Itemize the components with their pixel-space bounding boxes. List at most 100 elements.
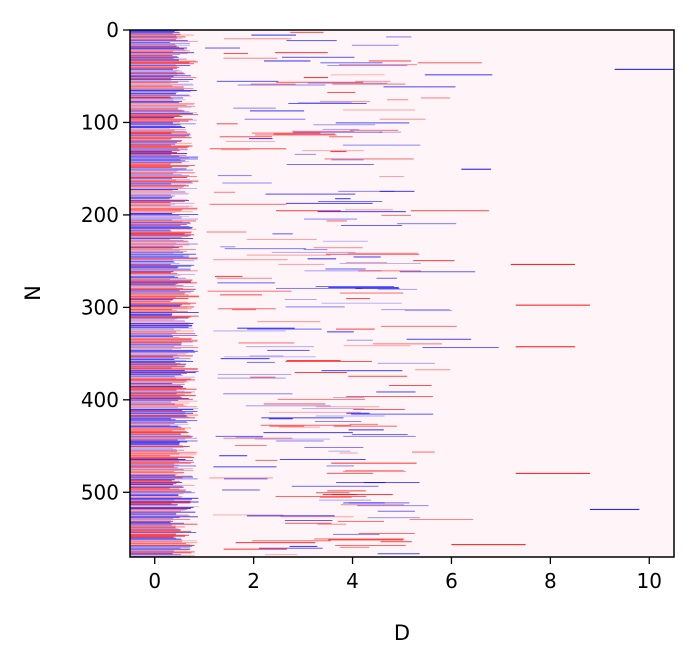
heatmap-cell bbox=[130, 430, 173, 432]
heatmap-cell bbox=[245, 405, 331, 407]
heatmap-cell bbox=[130, 354, 178, 356]
heatmap-cell bbox=[217, 282, 275, 284]
y-tick-label: 400 bbox=[81, 388, 119, 412]
heatmap-cell bbox=[264, 60, 311, 62]
heatmap-cell bbox=[130, 53, 188, 55]
heatmap-cell bbox=[286, 40, 337, 42]
heatmap-cell bbox=[130, 77, 197, 79]
heatmap-cell bbox=[130, 239, 184, 241]
heatmap-cell bbox=[130, 544, 190, 545]
heatmap-cell bbox=[130, 127, 186, 128]
heatmap-cell bbox=[130, 226, 190, 227]
heatmap-cell bbox=[345, 209, 393, 211]
heatmap-cell bbox=[130, 252, 174, 254]
heatmap-cell bbox=[130, 128, 186, 130]
heatmap-cell bbox=[589, 508, 640, 511]
heatmap-cell bbox=[130, 161, 190, 163]
heatmap-cell bbox=[130, 306, 195, 308]
heatmap-cell bbox=[130, 388, 197, 390]
heatmap-cell bbox=[130, 320, 185, 322]
heatmap-cell bbox=[130, 432, 189, 434]
heatmap-cell bbox=[130, 445, 183, 447]
heatmap-cell bbox=[130, 362, 181, 364]
heatmap-cell bbox=[130, 365, 186, 367]
heatmap-cell bbox=[130, 336, 180, 338]
heatmap-cell bbox=[130, 213, 173, 214]
heatmap-cell bbox=[263, 432, 353, 434]
heatmap-cell bbox=[339, 452, 358, 454]
y-tick-label: 100 bbox=[81, 110, 119, 134]
heatmap-cell bbox=[286, 360, 341, 361]
heatmap-cell bbox=[342, 144, 421, 146]
heatmap-cell bbox=[130, 156, 199, 158]
heatmap-cell bbox=[130, 404, 184, 406]
heatmap-cell bbox=[130, 173, 173, 175]
heatmap-cell bbox=[130, 377, 177, 379]
heatmap-cell bbox=[130, 332, 177, 334]
heatmap-cell bbox=[286, 164, 374, 165]
heatmap-cell bbox=[318, 201, 383, 202]
heatmap-cell bbox=[130, 382, 185, 384]
heatmap-cell bbox=[130, 351, 196, 353]
heatmap-cell bbox=[130, 508, 188, 510]
heatmap-cell bbox=[234, 445, 267, 447]
heatmap-cell bbox=[130, 230, 172, 232]
heatmap-cell bbox=[381, 325, 457, 327]
heatmap-cell bbox=[217, 377, 286, 379]
heatmap-cell bbox=[335, 328, 375, 330]
heatmap-cell bbox=[209, 477, 273, 479]
heatmap-cell bbox=[330, 74, 385, 76]
heatmap-cell bbox=[130, 331, 176, 333]
heatmap-cell bbox=[130, 104, 187, 106]
heatmap-cell bbox=[130, 480, 172, 482]
heatmap-cell bbox=[130, 103, 195, 104]
heatmap-cell bbox=[130, 265, 192, 267]
heatmap-cell bbox=[130, 504, 178, 506]
heatmap-cell bbox=[130, 66, 180, 68]
heatmap-cell bbox=[249, 110, 305, 112]
heatmap-cell bbox=[130, 227, 192, 229]
heatmap-cell bbox=[130, 305, 181, 307]
heatmap-cell bbox=[315, 415, 385, 417]
heatmap-cell bbox=[130, 89, 185, 91]
heatmap-cell bbox=[343, 471, 406, 472]
x-tick-label: 8 bbox=[544, 569, 557, 593]
heatmap-cell bbox=[345, 262, 387, 263]
heatmap-cell bbox=[130, 246, 183, 248]
heatmap-cell bbox=[130, 109, 182, 111]
y-axis-label: N bbox=[21, 285, 45, 301]
heatmap-cell bbox=[130, 164, 195, 166]
heatmap-cell bbox=[130, 344, 182, 346]
heatmap-cell bbox=[404, 310, 453, 312]
heatmap-cell bbox=[130, 48, 185, 50]
heatmap-cell bbox=[347, 252, 418, 254]
heatmap-cell bbox=[331, 462, 417, 464]
heatmap-cell bbox=[130, 338, 192, 340]
heatmap-cell bbox=[219, 455, 248, 457]
heatmap-cell bbox=[130, 491, 192, 493]
heatmap-cell bbox=[412, 451, 435, 453]
heatmap-cell bbox=[346, 396, 433, 398]
heatmap-cell bbox=[297, 102, 352, 104]
heatmap-cell bbox=[130, 43, 176, 45]
heatmap-cell bbox=[130, 220, 196, 222]
heatmap-cell bbox=[130, 177, 173, 179]
heatmap-cell bbox=[130, 456, 192, 458]
heatmap-cell bbox=[130, 472, 184, 474]
heatmap-cell bbox=[130, 112, 197, 114]
heatmap-cell bbox=[130, 340, 198, 342]
heatmap-cell bbox=[130, 488, 180, 490]
heatmap-cell bbox=[329, 136, 353, 138]
heatmap-cell bbox=[130, 266, 179, 268]
heatmap-cell bbox=[130, 287, 177, 288]
heatmap-cell bbox=[290, 31, 324, 33]
heatmap-cell bbox=[130, 501, 199, 503]
heatmap-cell bbox=[281, 56, 355, 58]
heatmap-cell bbox=[340, 504, 405, 506]
heatmap-cell bbox=[130, 483, 177, 484]
heatmap-cell bbox=[130, 184, 186, 186]
heatmap-cell bbox=[130, 507, 194, 508]
heatmap-cell bbox=[130, 210, 182, 212]
heatmap-cell bbox=[343, 109, 416, 111]
